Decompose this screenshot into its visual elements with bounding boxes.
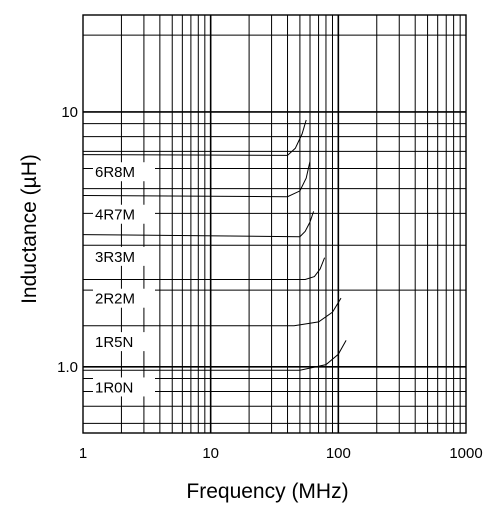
series-line-4r7m xyxy=(82,161,311,198)
plot-frame xyxy=(82,14,467,434)
x-tick-label: 10 xyxy=(202,445,219,462)
y-axis-title: Inductance (µH) xyxy=(18,154,41,304)
series-label-background xyxy=(93,332,155,352)
series-label-background xyxy=(93,288,155,308)
series-line-3r3m xyxy=(82,211,315,238)
series-label-background xyxy=(93,204,155,224)
series-line-6r8m xyxy=(82,119,307,156)
series-labels: 1R0N 1R5N 2R2M 3R3M 4R7M 6R8M xyxy=(93,162,155,397)
series-line-1r0n xyxy=(83,340,347,371)
x-tick-label: 100 xyxy=(326,445,351,462)
y-tick-label: 10 xyxy=(61,104,78,121)
series-label-1r0n: 1R0N xyxy=(95,379,133,396)
series-label-2r2m: 2R2M xyxy=(95,291,135,308)
series-line-2r2m xyxy=(83,257,326,280)
y-tick-label: 1.0 xyxy=(57,359,78,376)
x-tick-label: 1000 xyxy=(449,445,482,462)
grid xyxy=(83,15,466,433)
series-label-background xyxy=(93,377,155,397)
tick-labels: 1 10 100 1000 1.0 10 xyxy=(57,104,483,462)
series-label-6r8m: 6R8M xyxy=(95,164,135,181)
series-label-background xyxy=(93,246,155,266)
x-axis-title: Frequency (MHz) xyxy=(186,480,348,503)
series-label-1r5n: 1R5N xyxy=(95,334,133,351)
series-line-1r5n xyxy=(83,297,342,327)
series-label-3r3m: 3R3M xyxy=(95,249,135,266)
series-curves xyxy=(82,119,347,371)
series-label-background xyxy=(93,162,155,182)
series-label-4r7m: 4R7M xyxy=(95,207,135,224)
x-tick-label: 1 xyxy=(79,445,87,462)
